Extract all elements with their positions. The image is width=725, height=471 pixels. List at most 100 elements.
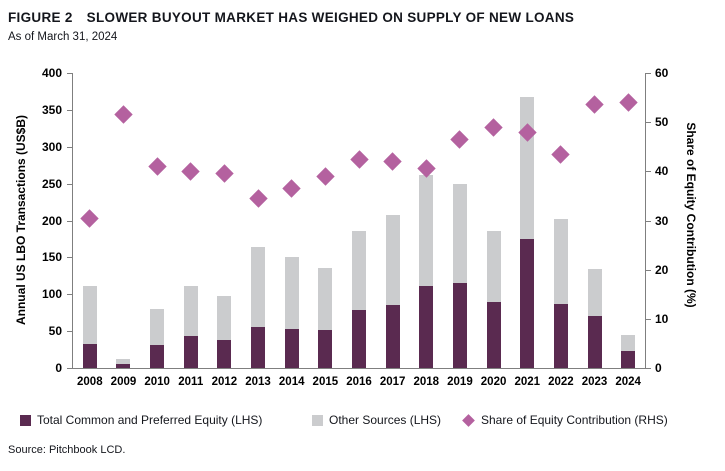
share-marker-2023 <box>585 95 604 115</box>
legend-label: Share of Equity Contribution (RHS) <box>481 413 668 427</box>
share-marker-2017 <box>383 152 402 171</box>
right-axis-tick <box>646 318 651 320</box>
x-axis-label-2008: 2008 <box>77 376 103 388</box>
x-axis-label-2012: 2012 <box>211 376 238 388</box>
right-axis-tick-label: 40 <box>655 164 669 179</box>
bar-other-2013 <box>251 247 266 327</box>
bar-common-2012 <box>217 339 232 368</box>
left-axis-tick-label: 400 <box>41 66 62 80</box>
bar-other-2023 <box>587 269 602 317</box>
left-axis-tick-label: 0 <box>55 361 62 375</box>
bar-common-2015 <box>318 330 333 368</box>
bar-other-2022 <box>553 219 568 304</box>
bar-common-2024 <box>621 351 636 368</box>
x-axis-label-2015: 2015 <box>312 376 339 388</box>
right-axis-tick <box>646 269 651 271</box>
gray-bar-swatch-icon <box>312 414 323 426</box>
right-axis-tick <box>646 171 651 173</box>
share-marker-2010 <box>147 157 167 176</box>
left-axis-tick <box>67 331 72 333</box>
right-axis-tick <box>646 122 651 124</box>
share-marker-2015 <box>316 167 335 186</box>
right-axis-tick-label: 10 <box>655 311 669 326</box>
bar-common-2013 <box>251 326 266 368</box>
left-axis-tick <box>67 294 72 296</box>
bar-common-2021 <box>520 238 535 368</box>
share-marker-2012 <box>215 164 234 183</box>
bar-other-2024 <box>621 334 636 352</box>
share-marker-2009 <box>114 105 133 124</box>
bar-other-2015 <box>318 268 333 331</box>
x-axis-label-2023: 2023 <box>581 376 608 388</box>
left-axis-line <box>72 73 73 369</box>
left-axis-tick-label: 150 <box>41 250 62 265</box>
bar-common-2019 <box>452 283 467 368</box>
left-axis-tick <box>67 368 72 369</box>
bar-other-2008 <box>82 286 97 344</box>
bar-common-2011 <box>183 336 198 368</box>
diamond-marker-swatch-icon <box>462 413 475 427</box>
x-axis-line <box>72 368 646 369</box>
legend-item-other-sources: Other Sources (LHS) <box>312 411 441 429</box>
figure-headline: SLOWER BUYOUT MARKET HAS WEIGHED ON SUPP… <box>86 10 575 25</box>
share-marker-2024 <box>618 93 638 112</box>
bar-common-2010 <box>150 345 165 368</box>
left-axis-tick <box>67 183 72 185</box>
left-axis-tick-label: 350 <box>41 102 62 117</box>
left-axis-tick <box>67 73 72 74</box>
x-axis-label-2024: 2024 <box>615 376 641 388</box>
bar-other-2017 <box>385 214 400 305</box>
bar-common-2009 <box>116 364 131 368</box>
purple-bar-swatch-icon <box>20 414 31 426</box>
share-marker-2022 <box>551 144 571 164</box>
left-axis-tick-label: 250 <box>41 176 62 191</box>
bar-other-2019 <box>452 183 467 284</box>
x-axis-label-2020: 2020 <box>480 376 507 388</box>
right-axis-tick-label: 60 <box>655 66 669 80</box>
bar-other-2018 <box>419 174 434 287</box>
x-axis-label-2013: 2013 <box>245 376 271 388</box>
x-axis-label-2009: 2009 <box>110 376 137 388</box>
left-axis-tick <box>67 146 72 148</box>
left-axis-tick-label: 300 <box>41 139 62 154</box>
bar-common-2016 <box>352 309 366 368</box>
bar-common-2008 <box>82 343 97 368</box>
right-axis-line <box>645 73 646 369</box>
x-axis-label-2011: 2011 <box>178 376 204 388</box>
share-marker-2014 <box>282 179 301 198</box>
right-axis-tick-label: 30 <box>655 213 669 228</box>
bar-other-2009 <box>116 359 131 365</box>
x-axis-label-2022: 2022 <box>548 376 574 388</box>
right-axis-tick <box>646 368 651 369</box>
left-axis-tick <box>67 109 72 111</box>
share-marker-2020 <box>484 117 503 137</box>
x-axis-label-2016: 2016 <box>346 376 372 388</box>
left-axis-tick-label: 100 <box>41 287 62 302</box>
left-axis-tick-label: 50 <box>48 324 62 339</box>
left-axis-tick-label: 200 <box>41 213 62 228</box>
bar-common-2018 <box>419 286 434 368</box>
figure-as-of-date: As of March 31, 2024 <box>8 31 118 43</box>
bar-other-2011 <box>183 286 198 337</box>
left-axis-tick <box>67 220 72 222</box>
legend-item-share-of-equity-contribution: Share of Equity Contribution (RHS) <box>462 411 668 429</box>
share-marker-2016 <box>349 149 369 169</box>
bar-common-2017 <box>385 304 400 368</box>
x-axis-label-2021: 2021 <box>514 376 541 388</box>
figure-label: FIGURE 2 <box>8 10 73 25</box>
x-axis-label-2018: 2018 <box>413 376 440 388</box>
bar-common-2014 <box>284 328 299 368</box>
left-axis-tick <box>67 257 72 259</box>
chart-legend: Total Common and Preferred Equity (LHS) … <box>0 411 725 429</box>
x-axis-label-2017: 2017 <box>379 376 406 388</box>
legend-label: Other Sources (LHS) <box>329 413 442 427</box>
bar-other-2014 <box>284 257 299 329</box>
right-axis-tick <box>646 73 651 74</box>
bar-other-2016 <box>352 230 366 310</box>
bar-common-2022 <box>553 303 568 368</box>
bar-common-2023 <box>587 316 602 368</box>
right-axis-tick-label: 20 <box>655 262 669 277</box>
x-axis-label-2014: 2014 <box>278 376 305 388</box>
